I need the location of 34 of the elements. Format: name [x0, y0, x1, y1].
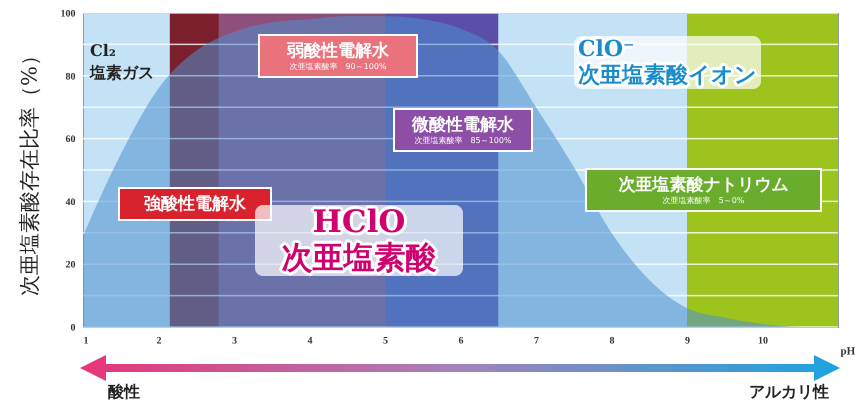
- band-label: 弱酸性電解水: [287, 41, 389, 61]
- x-tick-label: 2: [156, 336, 162, 346]
- y-tick-label: 100: [60, 8, 76, 20]
- band-label: 強酸性電解水: [144, 194, 246, 214]
- speech-bubble: 強酸性電解水: [118, 187, 272, 222]
- x-tick-label: 4: [308, 336, 312, 346]
- annotation: 次亜塩素酸率 85～100%: [413, 136, 513, 146]
- y-tick-label: 0: [70, 322, 76, 334]
- annotation: 次亜塩素酸率 5～0%: [662, 196, 746, 206]
- text: アルカリ性: [749, 382, 829, 403]
- x-tick-label: 1: [84, 336, 88, 346]
- y-axis-title: 次亜塩素酸存在比率（%）: [18, 45, 42, 296]
- speech-bubble: 微酸性電解水 次亜塩素酸率 85～100%: [393, 108, 533, 152]
- y-tick-label: 80: [66, 71, 76, 82]
- y-tick-label: 20: [66, 260, 76, 271]
- x-tick-label: 7: [534, 336, 539, 346]
- annotation: 次亜塩素酸率 90～100%: [288, 62, 388, 72]
- series-label: HClO 次亜塩素酸: [280, 204, 438, 276]
- x-tick-label: 3: [232, 336, 237, 346]
- speech-bubble: 弱酸性電解水 次亜塩素酸率 90～100%: [258, 34, 418, 78]
- annotation: Cl₂ 塩素ガス: [90, 40, 154, 84]
- x-axis-title: pH: [840, 346, 856, 358]
- x-tick-label: 8: [610, 336, 614, 346]
- x-tick-label: 5: [383, 336, 388, 346]
- band-label: 次亜塩素酸ナトリウム: [618, 175, 788, 195]
- band-label: 微酸性電解水: [412, 115, 514, 135]
- annotation: ClO⁻ 次亜塩素酸イオン: [578, 36, 757, 89]
- x-tick-label: 6: [458, 336, 464, 346]
- text: 酸性: [108, 382, 140, 403]
- x-tick-label: 10: [758, 336, 768, 346]
- y-tick-label: 60: [66, 134, 76, 146]
- y-tick-label: 40: [66, 196, 76, 208]
- speech-bubble: 次亜塩素酸ナトリウム 次亜塩素酸率 5～0%: [585, 168, 822, 212]
- x-tick-label: 9: [685, 336, 690, 346]
